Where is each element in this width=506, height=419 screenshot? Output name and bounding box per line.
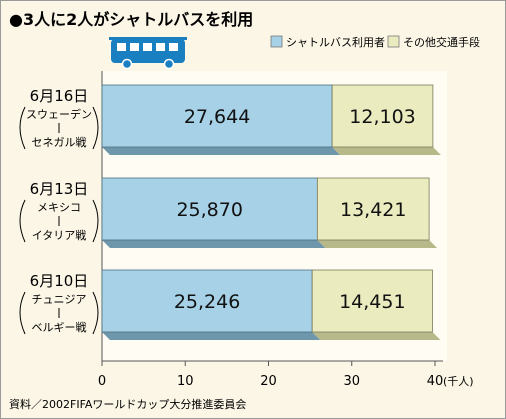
x-axis-unit-label: (千人): [443, 375, 474, 388]
bar-shuttle: [101, 269, 313, 333]
category-team2: セネガル戦: [32, 136, 87, 149]
legend-swatch: [387, 35, 400, 48]
value-label-other: 13,421: [340, 199, 406, 221]
bar-other-depth: [317, 240, 438, 248]
bar-shuttle-depth: [102, 332, 321, 340]
value-label-shuttle: 25,246: [174, 291, 240, 313]
category-bracket-left: [19, 291, 26, 335]
value-label-shuttle: 27,644: [184, 106, 250, 128]
category-date: 6月13日: [30, 180, 89, 198]
chart-title: ●3人に2人がシャトルバスを利用: [9, 10, 254, 29]
category-bracket-left: [19, 199, 26, 243]
bar-other-depth: [312, 332, 441, 340]
legend-label: シャトルバス利用者: [286, 36, 385, 49]
x-tick-label: 10: [177, 374, 194, 389]
value-label-other: 14,451: [339, 291, 405, 313]
category-date: 6月10日: [30, 272, 89, 290]
bar-shuttle-depth: [102, 240, 326, 248]
bus-icon: [109, 37, 187, 70]
x-tick-label: 0: [98, 374, 106, 389]
source-note: 資料／2002FIFAワールドカップ大分推進委員会: [9, 398, 247, 411]
value-label-shuttle: 25,870: [176, 199, 242, 221]
bar-other: [311, 269, 433, 333]
category-team1: チュニジア: [32, 293, 87, 306]
category-bracket-left: [19, 106, 26, 150]
category-team1: メキシコ: [37, 201, 81, 214]
bar-other: [331, 84, 434, 148]
legend-label: その他交通手段: [403, 35, 480, 49]
bar-shuttle: [101, 84, 333, 148]
x-tick-label: 40: [427, 374, 444, 389]
category-bracket-right: [92, 291, 99, 335]
bar-shuttle: [101, 177, 318, 241]
category-date: 6月16日: [30, 87, 89, 105]
category-team2: イタリア戦: [32, 229, 87, 242]
bar-other-depth: [332, 147, 441, 155]
category-team2: ベルギー戦: [32, 321, 87, 334]
value-label-other: 12,103: [349, 106, 415, 128]
x-tick-label: 30: [343, 374, 360, 389]
x-tick-label: 20: [260, 374, 277, 389]
bar-shuttle-depth: [102, 147, 341, 155]
category-team1: スウェーデン: [26, 107, 92, 121]
category-bracket-right: [92, 199, 99, 243]
category-bracket-right: [92, 106, 99, 150]
legend-swatch: [270, 35, 283, 48]
bar-other: [316, 177, 430, 241]
